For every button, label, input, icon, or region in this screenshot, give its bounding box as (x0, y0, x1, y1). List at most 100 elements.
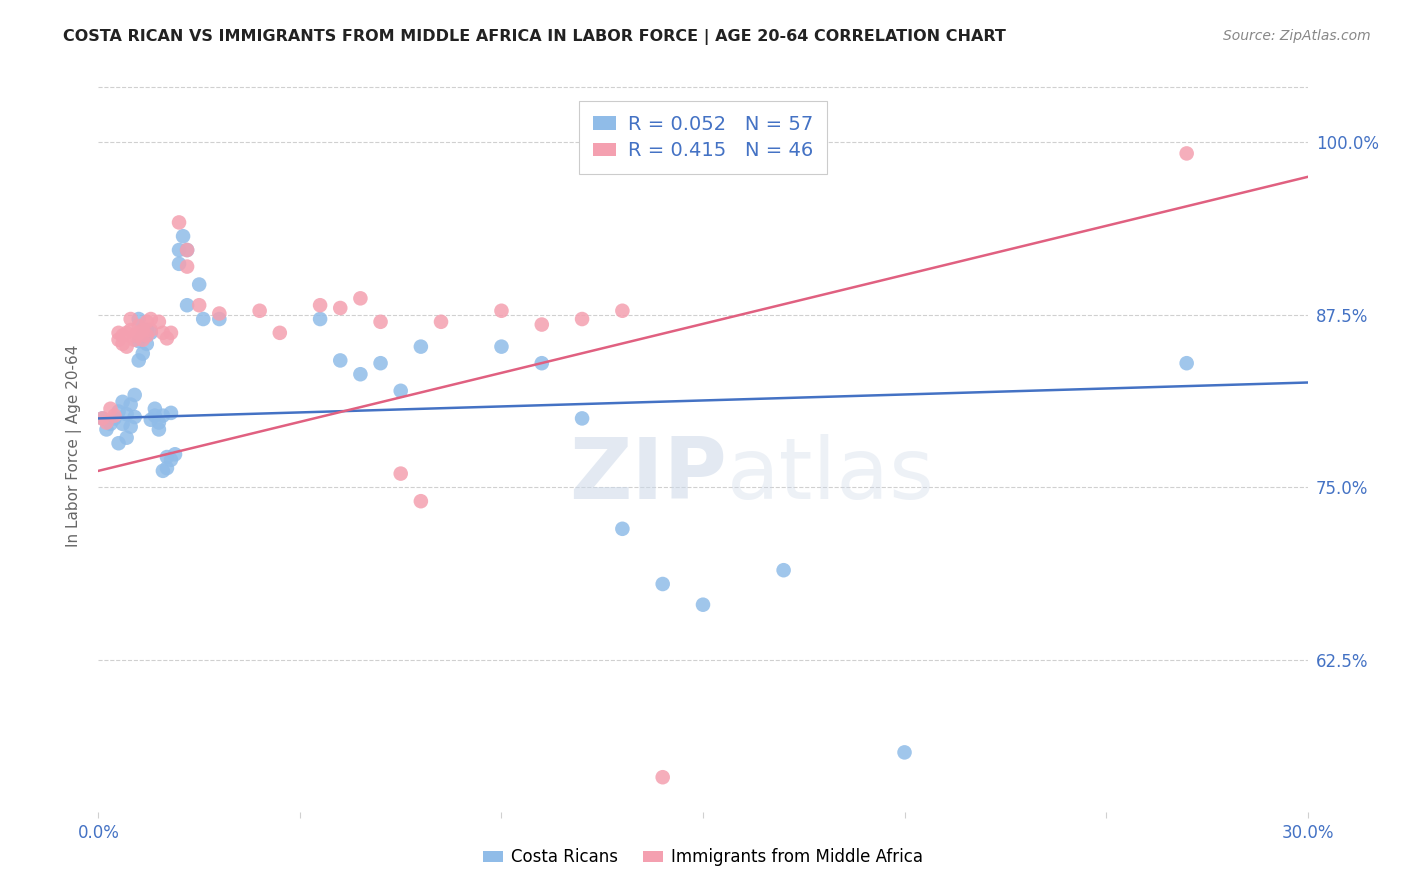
Point (188, 277, 211, 292)
Point (139, 326, 162, 340)
Point (176, 243, 198, 257)
Point (176, 243, 198, 257)
Point (249, 303, 271, 318)
Text: COSTA RICAN VS IMMIGRANTS FROM MIDDLE AFRICA IN LABOR FORCE | AGE 20-64 CORRELAT: COSTA RICAN VS IMMIGRANTS FROM MIDDLE AF… (63, 29, 1007, 45)
Point (111, 394, 134, 409)
Point (115, 326, 138, 340)
Point (132, 328, 155, 343)
Text: atlas: atlas (727, 434, 935, 516)
Point (115, 431, 138, 445)
Point (176, 298, 198, 312)
Point (329, 301, 352, 315)
Point (128, 312, 150, 326)
Legend: Costa Ricans, Immigrants from Middle Africa: Costa Ricans, Immigrants from Middle Afr… (477, 842, 929, 873)
Point (651, 770, 673, 784)
Point (172, 229, 194, 244)
Point (132, 333, 155, 347)
Point (128, 334, 150, 348)
Point (156, 450, 179, 464)
Point (370, 356, 392, 370)
Point (115, 407, 138, 421)
Point (124, 410, 146, 425)
Point (111, 417, 134, 431)
Point (115, 340, 138, 354)
Point (124, 328, 146, 343)
Point (208, 306, 231, 320)
Point (389, 467, 412, 481)
Point (96, 416, 118, 430)
Point (167, 243, 190, 257)
Point (692, 598, 714, 612)
Point (148, 315, 170, 329)
Point (152, 326, 174, 340)
Point (208, 312, 231, 326)
Point (135, 328, 157, 343)
Point (111, 328, 134, 343)
Point (128, 318, 150, 333)
Point (135, 337, 157, 351)
Point (100, 401, 122, 416)
Point (491, 340, 513, 354)
Point (309, 298, 332, 312)
Point (612, 303, 634, 318)
Point (128, 326, 150, 340)
Point (612, 522, 634, 536)
Point (409, 494, 432, 508)
Point (107, 436, 129, 450)
Point (430, 315, 453, 329)
Point (120, 323, 142, 337)
Point (156, 461, 179, 475)
Point (111, 337, 134, 351)
Point (139, 413, 162, 427)
Point (160, 406, 183, 420)
Point (103, 411, 125, 425)
Text: Source: ZipAtlas.com: Source: ZipAtlas.com (1223, 29, 1371, 43)
Point (1175, 356, 1198, 370)
Point (96, 422, 118, 436)
Point (120, 419, 142, 434)
Legend: R = 0.052   N = 57, R = 0.415   N = 46: R = 0.052 N = 57, R = 0.415 N = 46 (579, 101, 827, 174)
Point (107, 404, 129, 418)
Point (370, 315, 392, 329)
Point (389, 384, 412, 398)
Point (132, 323, 155, 337)
Point (163, 447, 186, 461)
Point (571, 411, 593, 425)
Point (152, 409, 174, 423)
Point (143, 401, 166, 416)
Point (188, 298, 211, 312)
Point (530, 356, 553, 370)
Point (160, 326, 183, 340)
Y-axis label: In Labor Force | Age 20-64: In Labor Force | Age 20-64 (66, 345, 83, 547)
Point (349, 291, 371, 305)
Point (309, 312, 332, 326)
Point (893, 745, 915, 759)
Point (148, 422, 170, 436)
Point (772, 563, 794, 577)
Point (167, 215, 190, 229)
Point (143, 409, 166, 423)
Point (160, 452, 183, 467)
Point (91, 411, 114, 425)
Point (139, 312, 162, 326)
Point (120, 398, 142, 412)
Point (152, 464, 174, 478)
Point (107, 333, 129, 347)
Point (167, 257, 190, 271)
Text: ZIP: ZIP (569, 434, 727, 516)
Point (135, 323, 157, 337)
Point (193, 312, 215, 326)
Point (269, 326, 291, 340)
Point (491, 303, 513, 318)
Point (156, 331, 179, 345)
Point (132, 346, 155, 360)
Point (176, 260, 198, 274)
Point (409, 340, 432, 354)
Point (571, 312, 593, 326)
Point (135, 315, 157, 329)
Point (148, 416, 170, 430)
Point (530, 318, 553, 332)
Point (91, 411, 114, 425)
Point (124, 333, 146, 347)
Point (107, 326, 129, 340)
